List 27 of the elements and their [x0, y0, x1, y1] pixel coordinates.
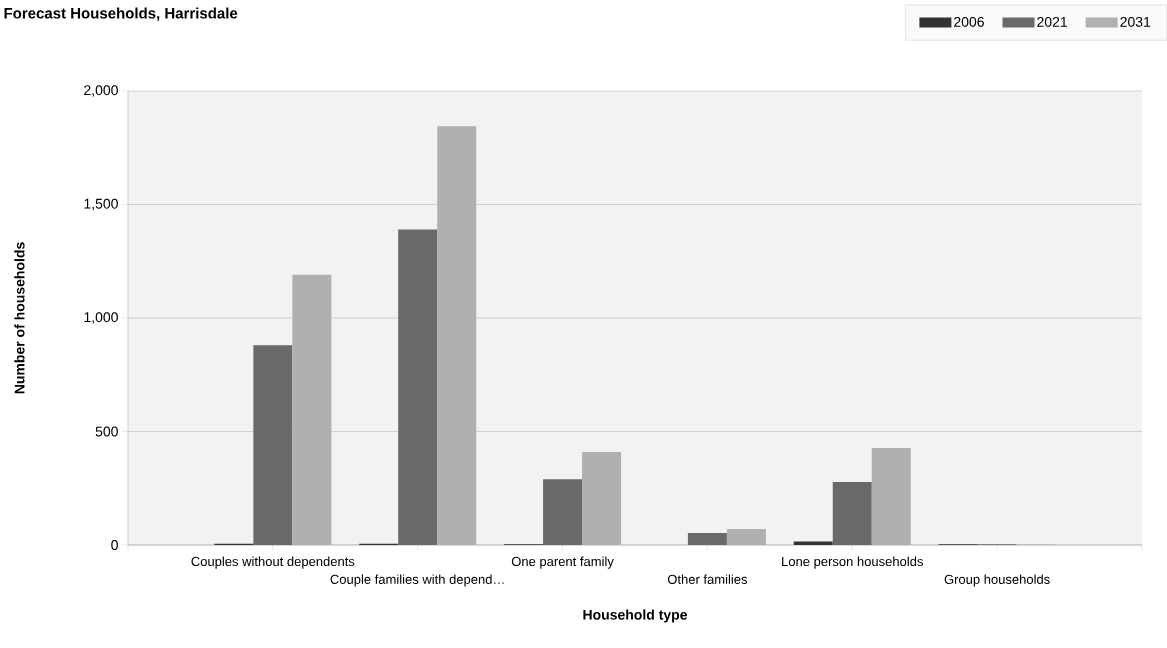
y-tick-label: 0 [111, 540, 118, 550]
y-tick-label: 1,500 [84, 198, 118, 211]
bar [292, 274, 332, 545]
bar [398, 229, 438, 545]
bar [871, 448, 911, 545]
y-tick-label: 2,000 [84, 85, 118, 97]
legend-label: 2031 [1120, 16, 1151, 27]
x-tick-label: Couple families with depend… [330, 574, 504, 587]
y-tick-label: 1,000 [84, 312, 118, 324]
legend-label: 2021 [1037, 16, 1067, 27]
x-axis-title: Household type [583, 609, 688, 623]
legend-label: 2006 [954, 16, 984, 27]
bar [726, 529, 766, 545]
x-tick-label: One parent family [511, 556, 614, 569]
bar [437, 126, 477, 545]
bar [832, 481, 872, 545]
x-tick-label: Couples without dependents [191, 556, 355, 569]
y-tick-label: 500 [95, 426, 118, 437]
x-tick-label: Group households [944, 574, 1050, 587]
bar [687, 532, 727, 545]
bar [253, 345, 293, 545]
bar [582, 451, 622, 545]
chart-title: Forecast Households, Harrisdale [4, 7, 238, 21]
y-axis-title: Number of households [14, 242, 25, 394]
x-tick-label: Lone person households [782, 556, 923, 569]
bar [543, 479, 583, 545]
x-tick-label: Other families [667, 574, 748, 584]
